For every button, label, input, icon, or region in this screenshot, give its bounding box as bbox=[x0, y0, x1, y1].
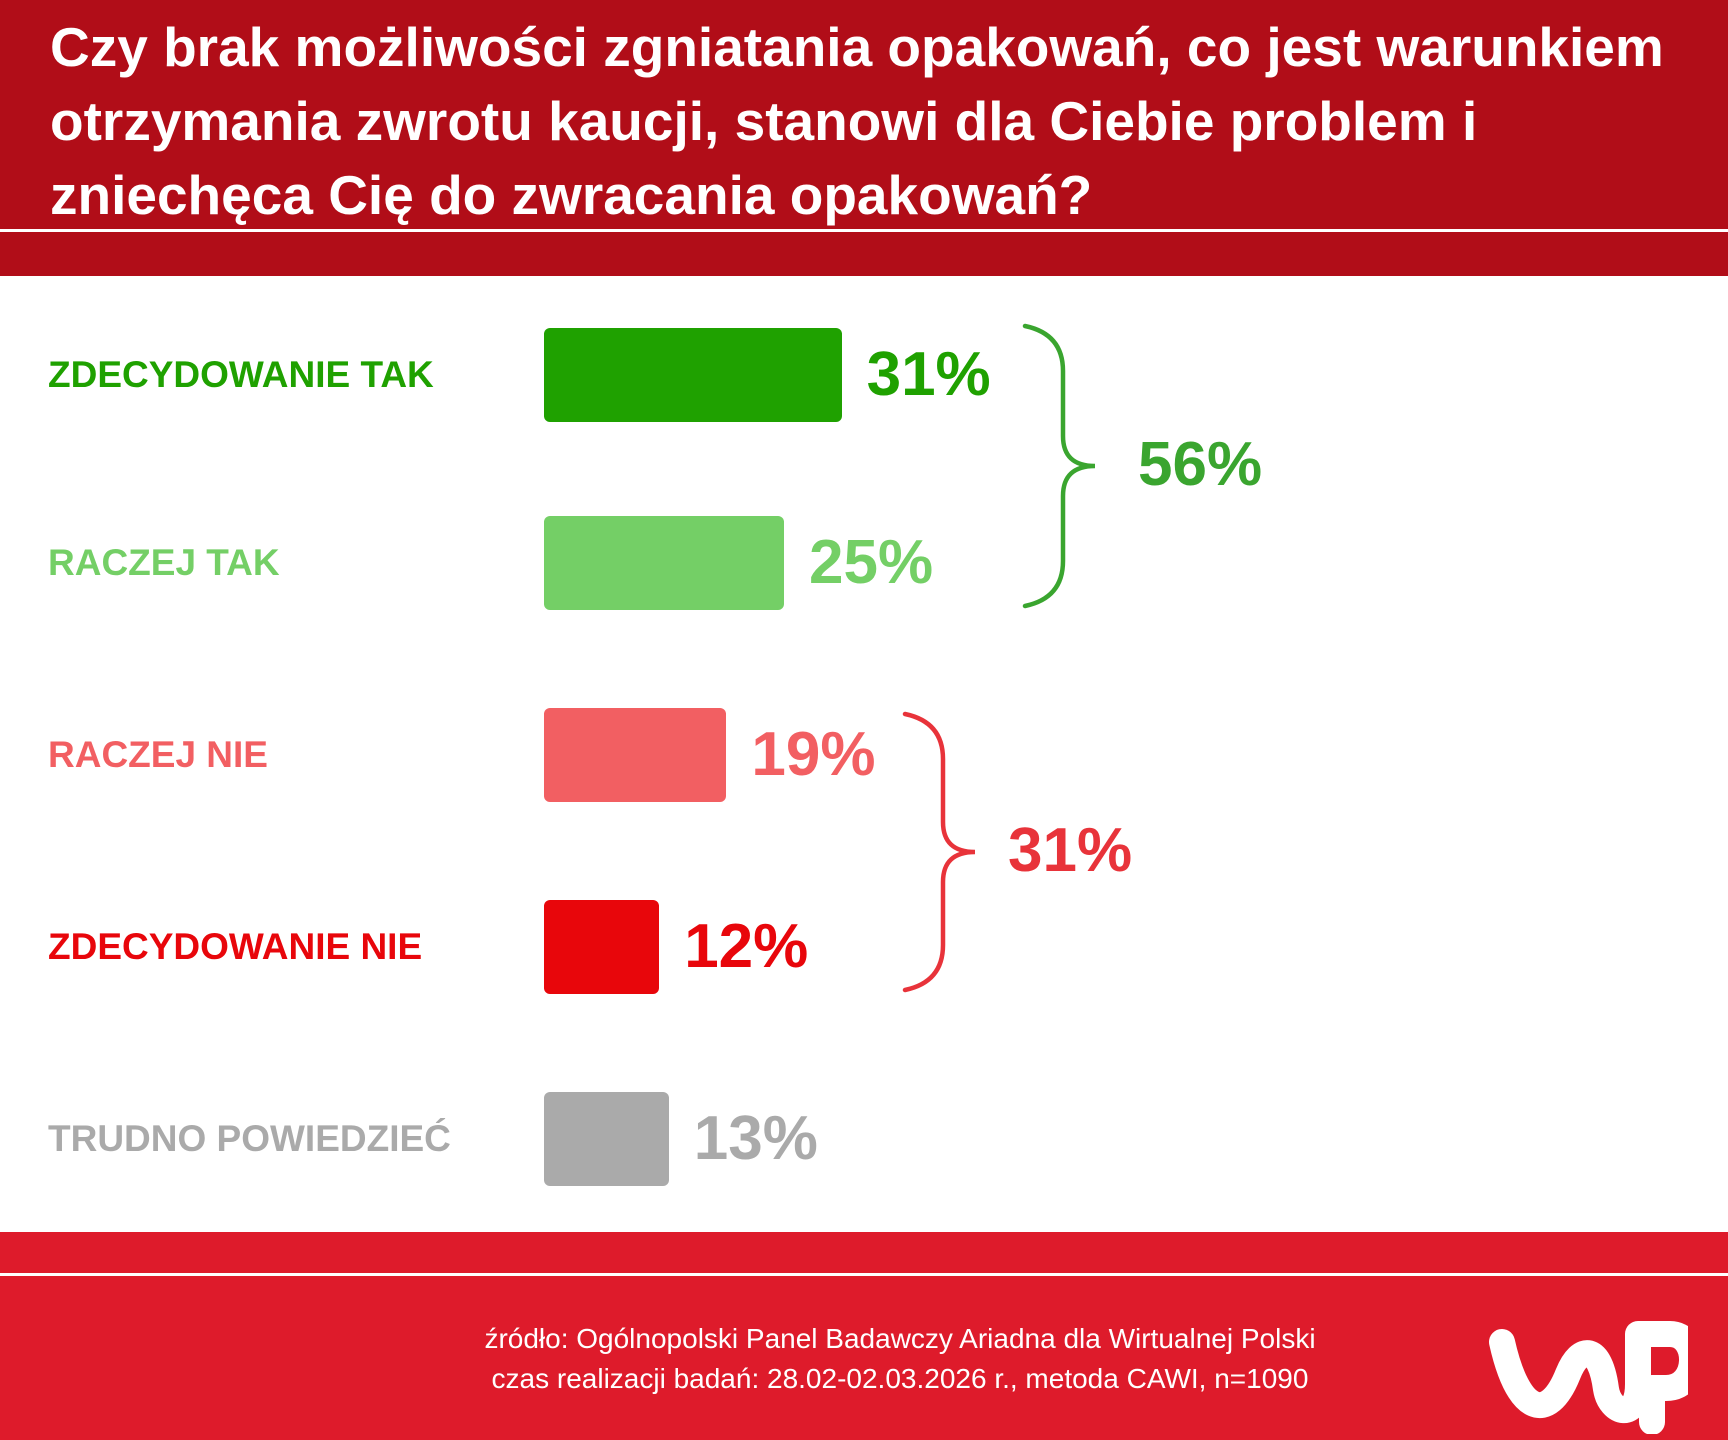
source-text: źródło: Ogólnopolski Panel Badawczy Aria… bbox=[484, 1323, 1316, 1354]
bar bbox=[544, 900, 660, 994]
header-divider bbox=[0, 229, 1728, 232]
bar bbox=[544, 708, 727, 802]
footer-band: źródło: Ogólnopolski Panel Badawczy Aria… bbox=[0, 1232, 1728, 1440]
category-label: ZDECYDOWANIE TAK bbox=[48, 354, 434, 395]
wp-logo-icon bbox=[1489, 1321, 1688, 1434]
group-braces bbox=[902, 323, 1096, 993]
bar bbox=[544, 328, 842, 422]
value-label: 25% bbox=[809, 528, 934, 597]
group-brace bbox=[1022, 323, 1096, 609]
bar bbox=[544, 516, 784, 610]
category-label: RACZEJ TAK bbox=[48, 542, 280, 583]
category-label: RACZEJ NIE bbox=[48, 734, 268, 775]
group-total-label: 56% bbox=[1138, 430, 1263, 499]
value-label: 31% bbox=[866, 340, 991, 409]
chart-title: Czy brak możliwości zgniatania opakowań,… bbox=[50, 16, 1664, 226]
value-label: 19% bbox=[751, 720, 876, 789]
category-label: ZDECYDOWANIE NIE bbox=[48, 926, 423, 967]
chart-area: ZDECYDOWANIE TAK 31% RACZEJ TAK 25% RACZEJ N… bbox=[0, 276, 1728, 1232]
group-brace bbox=[902, 711, 976, 993]
value-label: 13% bbox=[693, 1104, 818, 1173]
value-label: 12% bbox=[684, 912, 809, 981]
category-label: TRUDNO POWIEDZIEĆ bbox=[48, 1118, 451, 1159]
header-band: Czy brak możliwości zgniatania opakowań,… bbox=[0, 0, 1728, 276]
footer-divider bbox=[0, 1273, 1728, 1276]
bar bbox=[544, 1092, 669, 1186]
survey-period-text: czas realizacji badań: 28.02-02.03.2026 … bbox=[491, 1363, 1309, 1394]
group-total-label: 31% bbox=[1008, 816, 1133, 885]
